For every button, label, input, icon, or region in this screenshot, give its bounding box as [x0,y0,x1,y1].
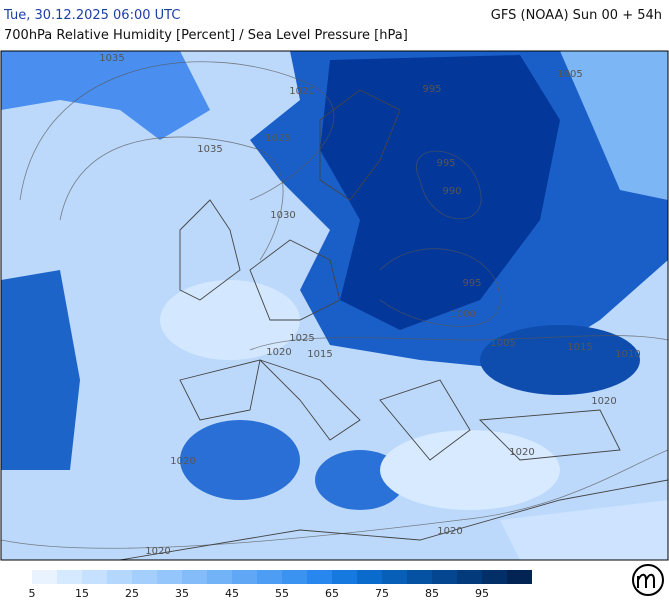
isobar-label: 1015 [307,349,332,360]
humid-area [1,270,80,470]
isobar-label: 995 [462,278,481,289]
legend-swatch [132,570,157,584]
isobar-label: 1020 [266,347,291,358]
legend-swatch [407,570,432,584]
isobar [19,61,335,201]
legend-swatch [207,570,232,584]
isobar-label: 1000 [450,309,475,320]
isobar-label: 1020 [437,526,462,537]
humid-area [1,51,210,140]
isobar-label: 1030 [270,210,295,221]
isobar-label: 1035 [197,144,222,155]
legend-swatch [382,570,407,584]
isobar [249,335,668,351]
coastline [119,89,668,560]
legend-swatch [482,570,507,584]
dry-area [500,500,668,560]
isobar-label: 1020 [591,396,616,407]
isobar [416,150,482,220]
legend-label: 85 [425,587,439,600]
datetime: Tue, 30.12.2025 06:00 UTC [3,8,180,23]
humid-area [180,420,300,500]
legend-swatch [232,570,257,584]
legend-swatch [257,570,282,584]
legend-label: 45 [225,587,239,600]
humid-area [480,325,640,395]
legend-swatch [282,570,307,584]
logo [632,564,664,596]
isobar-label: 995 [422,84,441,95]
isobar-label: 1035 [99,53,124,64]
humid-core [320,55,560,330]
legend-swatch [157,570,182,584]
isobar [379,248,501,327]
map-frame [0,50,669,561]
isobar-label: 1020 [509,447,534,458]
isobar-label: 1005 [557,69,582,80]
legend-swatch [457,570,482,584]
legend-label: 55 [275,587,289,600]
isobar-label: 1025 [265,133,290,144]
isobar-label: 1005 [490,338,515,349]
legend-label: 15 [75,587,89,600]
subtitle: 700hPa Relative Humidity [Percent] / Sea… [4,28,408,43]
dry-area [160,280,300,360]
legend-swatch [182,570,207,584]
legend-label: 65 [325,587,339,600]
legend-swatch [307,570,332,584]
legend-swatch [82,570,107,584]
map: 1035 1020 1025 1035 1030 995 990 995 1000 1005 102… [0,50,669,561]
legend-swatch [332,570,357,584]
legend-label: 95 [475,587,489,600]
legend-swatch [357,570,382,584]
isobar-label: 1010 [615,349,640,360]
isobar-label: 1020 [289,86,314,97]
legend-label: 75 [375,587,389,600]
legend-label: 5 [29,587,36,600]
dry-area [560,51,668,200]
legend-swatch [32,570,57,584]
isobar-label: 1020 [170,456,195,467]
model-run: GFS (NOAA) Sun 00 + 54h [491,8,662,23]
dry-area [380,430,560,510]
legend-label: 35 [175,587,189,600]
isobar [59,136,284,261]
isobar-label: 995 [436,158,455,169]
legend-swatch [432,570,457,584]
legend-swatch [107,570,132,584]
legend-label: 25 [125,587,139,600]
isobar-label: 1025 [289,333,314,344]
legend: 5 15 25 35 45 55 65 75 85 95 [29,570,532,600]
legend-swatch [507,570,532,584]
isobar-label: 1020 [145,546,170,557]
isobar-label: 990 [442,186,461,197]
legend-swatch [57,570,82,584]
isobar [1,449,668,549]
isobar-label: 1015 [567,342,592,353]
